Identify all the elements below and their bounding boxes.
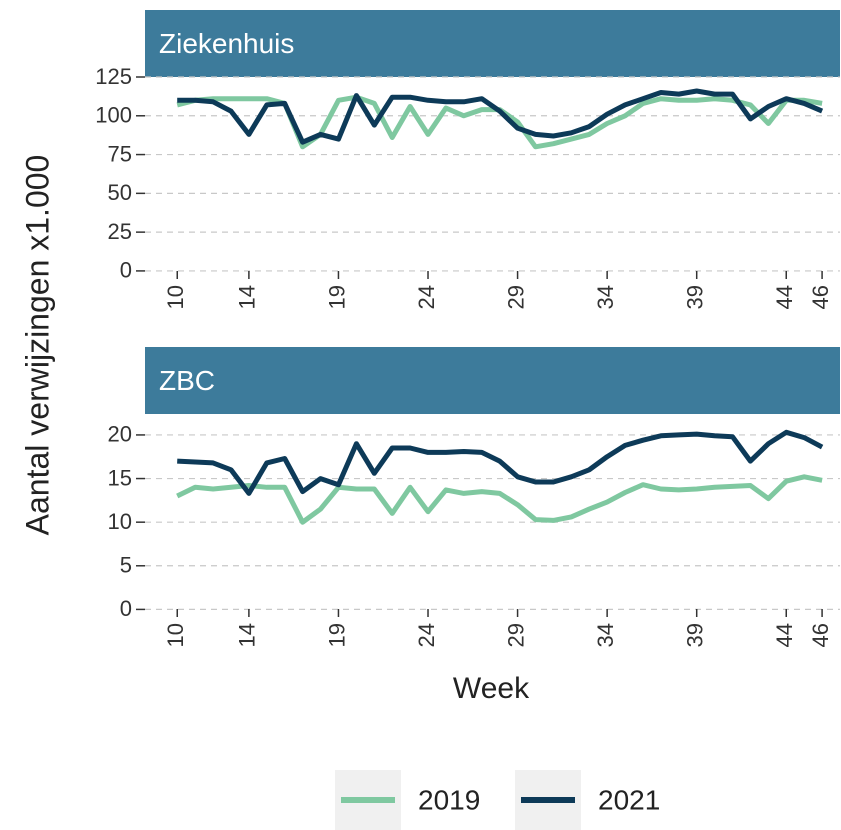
y-tick-label: 100 [95,103,132,128]
x-tick-label: 44 [772,623,797,647]
x-tick-label: 29 [503,285,528,309]
x-tick-label: 24 [414,623,439,647]
series-line [177,88,824,145]
strip [145,347,840,414]
y-tick-label: 15 [108,465,132,490]
y-tick-label: 75 [108,141,132,166]
x-tick-label: 24 [414,285,439,309]
strip [145,10,840,77]
panel-title: ZBC [159,365,215,396]
y-tick-label: 125 [95,64,132,89]
x-tick-label: 46 [808,285,833,309]
x-tick-label: 34 [593,285,618,309]
panel-title: Ziekenhuis [159,28,294,59]
y-tick-label: 5 [120,553,132,578]
y-tick-label: 0 [120,596,132,621]
legend-label: 2019 [418,784,480,815]
x-tick-label: 34 [593,623,618,647]
y-tick-label: 10 [108,509,132,534]
y-tick-label: 20 [108,422,132,447]
x-tick-label: 44 [772,285,797,309]
x-tick-label: 10 [163,623,188,647]
x-tick-label: 39 [683,285,708,309]
x-tick-label: 19 [324,623,349,647]
series-line [177,429,824,496]
x-tick-label: 29 [503,623,528,647]
y-tick-label: 50 [108,180,132,205]
y-tick-label: 0 [120,258,132,283]
y-tick-label: 25 [108,219,132,244]
x-tick-label: 14 [235,285,260,309]
x-tick-label: 46 [808,623,833,647]
x-tick-label: 14 [235,623,260,647]
series-line [176,474,823,525]
x-tick-label: 10 [163,285,188,309]
x-axis-label: Week [453,672,530,705]
legend-label: 2021 [598,784,660,815]
x-tick-label: 39 [683,623,708,647]
y-axis-label: Aantal verwijzingen x1.000 [19,155,55,536]
x-tick-label: 19 [324,285,349,309]
